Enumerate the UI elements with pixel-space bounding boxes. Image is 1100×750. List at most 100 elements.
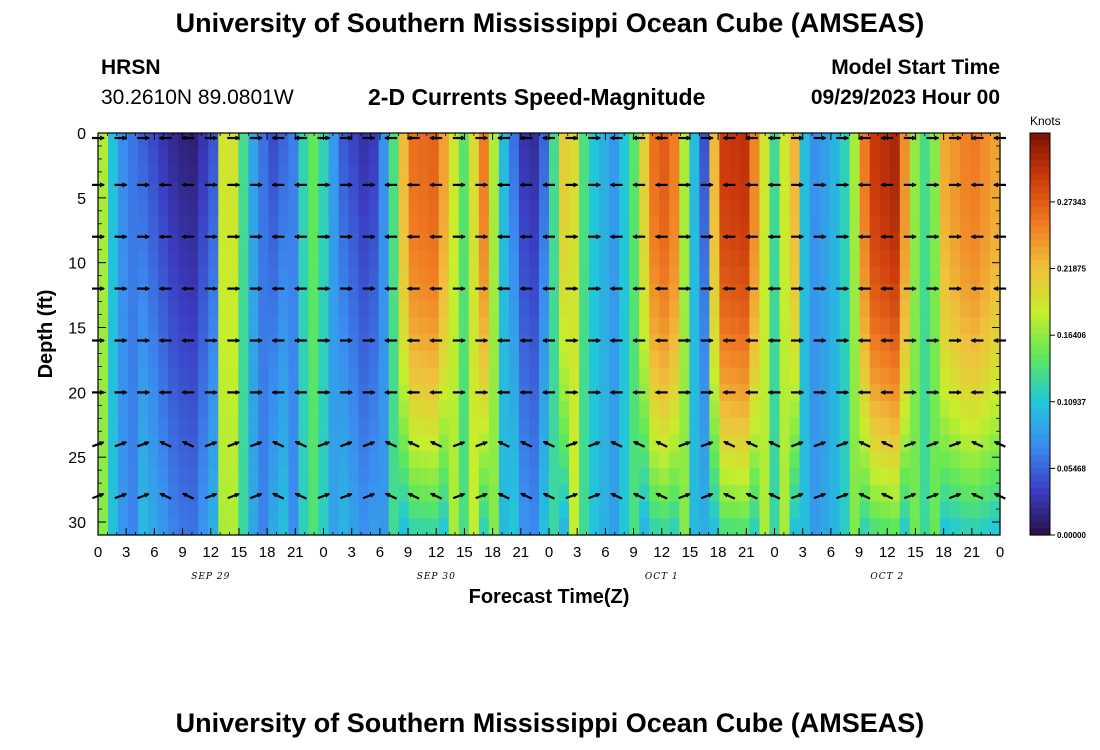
heatmap-cell [438, 434, 450, 452]
heatmap-cell [148, 200, 159, 218]
heatmap-cell [879, 417, 891, 436]
heatmap-cell [729, 283, 741, 302]
heatmap-cell [298, 350, 310, 369]
heatmap-cell [228, 166, 239, 184]
heatmap-cell [719, 468, 730, 486]
heatmap-cell [689, 434, 700, 452]
heatmap-cell [609, 283, 620, 302]
heatmap-cell [899, 233, 911, 251]
heatmap-cell [689, 216, 700, 235]
heatmap-cell [839, 518, 851, 536]
current-vector-arrow [384, 440, 398, 448]
heatmap-cell [228, 367, 239, 385]
heatmap-cell [238, 166, 249, 184]
heatmap-cell [148, 350, 159, 369]
heatmap-cell [128, 317, 139, 335]
heatmap-cell [148, 233, 159, 251]
heatmap-cell [789, 317, 801, 335]
current-vector-arrow [249, 441, 263, 448]
heatmap-cell [328, 149, 340, 168]
heatmap-cell [288, 384, 300, 402]
heatmap-cell [799, 267, 811, 285]
heatmap-cell [398, 384, 410, 402]
heatmap-cell [919, 283, 931, 302]
heatmap-cell [719, 350, 730, 369]
heatmap-cell [959, 484, 971, 503]
heatmap-cell [679, 484, 690, 503]
heatmap-cell [298, 233, 310, 251]
heatmap-cell [488, 367, 500, 385]
heatmap-cell [729, 149, 741, 168]
heatmap-cell [308, 149, 320, 168]
heatmap-cell [909, 300, 921, 318]
heatmap-cell [458, 401, 470, 419]
heatmap-cell [799, 484, 811, 503]
heatmap-cell [789, 518, 801, 536]
heatmap-cell [569, 501, 580, 519]
heatmap-cell [599, 317, 610, 335]
heatmap-cell [318, 149, 330, 168]
y-tick-label: 0 [77, 126, 86, 143]
heatmap-cell [689, 451, 700, 469]
heatmap-cell [879, 183, 891, 201]
heatmap-cell [889, 367, 901, 385]
heatmap-cell [709, 468, 720, 486]
heatmap-cell [969, 417, 981, 436]
heatmap-cell [248, 233, 259, 251]
colorbar-segment [1030, 360, 1050, 369]
current-vector-arrow [159, 440, 172, 448]
heatmap-cell [849, 149, 861, 168]
heatmap-cell [188, 267, 199, 285]
heatmap-cell [789, 401, 801, 419]
heatmap-cell [559, 417, 570, 436]
heatmap-cell [849, 434, 861, 452]
heatmap-cell [719, 166, 730, 184]
heatmap-cell [118, 401, 129, 419]
heatmap-cell [709, 267, 720, 285]
heatmap-cell [709, 334, 720, 352]
heatmap-cell [899, 518, 911, 536]
heatmap-cell [899, 149, 911, 168]
heatmap-cell [709, 200, 720, 218]
heatmap-cell [488, 401, 500, 419]
heatmap-cell [438, 417, 450, 436]
heatmap-cell [939, 133, 951, 151]
heatmap-cell [378, 250, 390, 268]
heatmap-cell [448, 401, 460, 419]
heatmap-cell [559, 233, 570, 251]
heatmap-cell [939, 401, 951, 419]
heatmap-cell [398, 300, 410, 318]
heatmap-cell [689, 149, 700, 168]
heatmap-cell [268, 233, 279, 251]
heatmap-cell [989, 518, 1001, 536]
heatmap-cell [288, 484, 300, 503]
heatmap-cell [468, 334, 480, 352]
heatmap-cell [258, 149, 269, 168]
current-vector-arrow [948, 441, 962, 448]
heatmap-cell [538, 518, 550, 536]
heatmap-cell [478, 183, 490, 201]
heatmap-cell [308, 250, 320, 268]
heatmap-cell [839, 133, 851, 151]
heatmap-cell [589, 401, 600, 419]
heatmap-cell [458, 451, 470, 469]
heatmap-cell [719, 451, 730, 469]
current-vector-arrow [520, 492, 533, 500]
heatmap-cell [549, 518, 560, 536]
heatmap-cell [819, 166, 831, 184]
heatmap-cell [338, 133, 350, 151]
heatmap-cell [348, 183, 360, 201]
heatmap-cell [158, 233, 169, 251]
heatmap-cell [358, 367, 370, 385]
heatmap-cell [388, 484, 400, 503]
heatmap-cell [418, 317, 430, 335]
heatmap-cell [378, 216, 390, 235]
heatmap-cell [649, 166, 660, 184]
heatmap-cell [559, 166, 570, 184]
heatmap-cell [408, 417, 420, 436]
heatmap-cell [138, 451, 149, 469]
heatmap-cell [488, 267, 500, 285]
current-vector-arrow [317, 492, 331, 500]
heatmap-cell [138, 233, 149, 251]
heatmap-cell [118, 183, 129, 201]
